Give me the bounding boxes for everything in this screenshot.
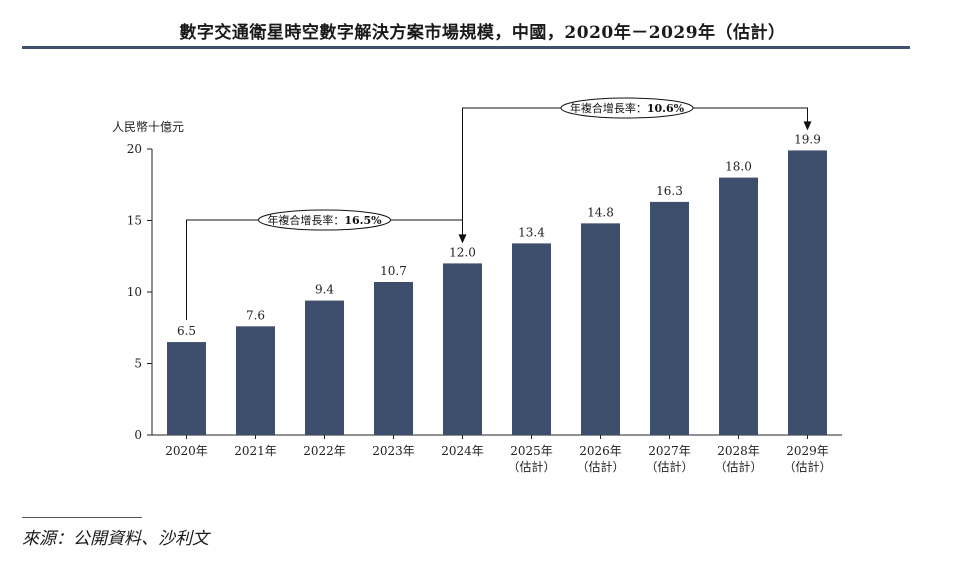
source-divider — [22, 517, 142, 518]
y-axis-label: 人民幣十億元 — [112, 120, 184, 134]
x-tick-label: 2021年 — [234, 444, 277, 458]
x-tick-label: 2023年 — [372, 444, 415, 458]
x-tick-label: 2026年 — [579, 444, 622, 458]
bar — [236, 326, 275, 435]
cagr-label: 年複合增長率：16.5% — [267, 213, 382, 227]
x-tick-label: （估計） — [783, 459, 831, 474]
x-tick-label: 2028年 — [717, 444, 760, 458]
cagr-label-value: 16.5% — [344, 214, 382, 227]
bar-value-label: 18.0 — [725, 160, 752, 174]
cagr-label-prefix: 年複合增長率： — [267, 213, 344, 227]
x-tick-label: 2022年 — [303, 444, 346, 458]
y-tick-label: 0 — [134, 428, 142, 442]
x-tick-label: （估計） — [714, 459, 762, 474]
x-tick-label: （估計） — [645, 459, 693, 474]
bar-value-label: 7.6 — [246, 308, 265, 322]
bar — [650, 201, 689, 435]
x-tick-label: 2020年 — [165, 444, 208, 458]
x-tick-label: 2024年 — [441, 444, 484, 458]
cagr-ellipse — [258, 209, 391, 231]
y-tick-label: 15 — [127, 214, 142, 228]
source-note: 來源：公開資料、沙利文 — [22, 529, 209, 549]
x-tick-label: （估計） — [576, 459, 624, 474]
cagr-label-value: 10.6% — [647, 102, 685, 115]
bar — [443, 263, 482, 435]
x-tick-label: 2027年 — [648, 444, 691, 458]
y-tick-label: 10 — [127, 285, 142, 299]
bar-value-label: 12.0 — [449, 245, 476, 259]
x-tick-label: 2025年 — [510, 444, 553, 458]
cagr-ellipse — [560, 97, 694, 119]
y-tick-label: 20 — [127, 142, 142, 156]
bar-value-label: 13.4 — [518, 225, 545, 239]
x-tick-label: （估計） — [507, 459, 555, 474]
x-tick-label: 2029年 — [786, 444, 829, 458]
title-divider — [22, 46, 910, 49]
bar-value-label: 10.7 — [380, 264, 407, 278]
chart-title: 數字交通衛星時空數字解決方案市場規模，中國，2020年－2029年（估計） — [179, 23, 786, 43]
bar-value-label: 16.3 — [656, 184, 683, 198]
bar — [788, 150, 827, 435]
cagr-arrowhead — [803, 121, 812, 131]
bar — [167, 342, 206, 435]
y-tick-label: 5 — [134, 357, 142, 371]
bar-value-label: 9.4 — [315, 283, 334, 297]
bar — [305, 300, 344, 435]
bar — [581, 223, 620, 435]
bar — [719, 177, 758, 435]
bar-value-label: 19.9 — [794, 132, 821, 146]
cagr-label-prefix: 年複合增長率： — [570, 101, 647, 115]
bar-value-label: 14.8 — [587, 205, 614, 219]
bar — [512, 243, 551, 435]
cagr-label: 年複合增長率：10.6% — [570, 101, 685, 115]
bar-value-label: 6.5 — [177, 324, 196, 338]
bar — [374, 281, 413, 435]
bar-chart: 人民幣十億元 0 5 10 15 20 6.5 2020年 7.6 2021年 9.4 2022年 10… — [112, 97, 842, 474]
